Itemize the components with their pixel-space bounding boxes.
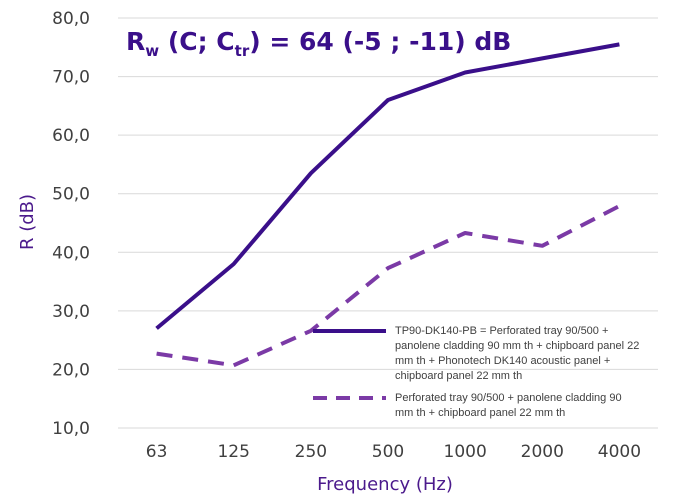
y-tick-label: 70,0 (52, 68, 90, 88)
x-tick-label: 250 (295, 442, 327, 462)
x-tick-label: 1000 (444, 442, 487, 462)
y-tick-labels: 10,0 20,0 30,0 40,0 50,0 60,0 70,0 80,0 (52, 9, 90, 439)
y-tick-label: 10,0 (52, 419, 90, 439)
legend-series-2-line-1: Perforated tray 90/500 + panolene claddi… (395, 392, 622, 404)
legend-series-1-line-3: mm th + Phonotech DK140 acoustic panel + (395, 355, 610, 367)
legend: TP90-DK140-PB = Perforated tray 90/500 +… (313, 325, 642, 419)
y-tick-label: 50,0 (52, 185, 90, 205)
series-lines (155, 42, 621, 368)
grid (118, 17, 658, 429)
legend-label-series-2: Perforated tray 90/500 + panolene claddi… (395, 392, 625, 419)
title-r: R (126, 27, 145, 56)
title-c-open: (C; C (159, 27, 235, 56)
x-tick-label: 63 (146, 442, 168, 462)
legend-series-1-line-2: panolene cladding 90 mm th + chipboard p… (395, 340, 639, 352)
x-tick-label: 2000 (521, 442, 564, 462)
y-tick-label: 40,0 (52, 243, 90, 263)
y-tick-label: 30,0 (52, 302, 90, 322)
legend-series-2-line-2: mm th + chipboard panel 22 mm th (395, 407, 565, 419)
title-w: w (145, 42, 159, 60)
y-tick-label: 80,0 (52, 9, 90, 29)
chart-title: Rw (C; Ctr) = 64 (-5 ; -11) dB (126, 27, 511, 60)
title-tr: tr (235, 42, 250, 60)
y-tick-label: 60,0 (52, 126, 90, 146)
x-tick-label: 500 (372, 442, 404, 462)
legend-series-1-line-1: TP90-DK140-PB = Perforated tray 90/500 + (395, 325, 608, 337)
x-tick-labels: 63 125 250 500 1000 2000 4000 (146, 442, 641, 462)
y-axis-title: R (dB) (17, 194, 38, 250)
x-tick-label: 125 (217, 442, 249, 462)
y-tick-label: 20,0 (52, 360, 90, 380)
title-rest: ) = 64 (-5 ; -11) dB (249, 27, 511, 56)
x-tick-label: 4000 (598, 442, 641, 462)
legend-label-series-1: TP90-DK140-PB = Perforated tray 90/500 +… (395, 325, 642, 382)
x-axis-title: Frequency (Hz) (317, 474, 453, 495)
series-line-1 (155, 42, 620, 330)
legend-series-1-line-4: chipboard panel 22 mm th (395, 370, 522, 382)
